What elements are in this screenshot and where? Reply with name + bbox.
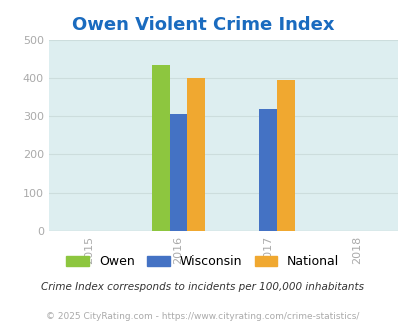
Legend: Owen, Wisconsin, National: Owen, Wisconsin, National	[61, 250, 344, 274]
Bar	[151, 65, 169, 231]
Text: Crime Index corresponds to incidents per 100,000 inhabitants: Crime Index corresponds to incidents per…	[41, 282, 364, 292]
Bar	[169, 114, 187, 231]
Text: Owen Violent Crime Index: Owen Violent Crime Index	[72, 16, 333, 35]
Bar	[276, 80, 294, 231]
Text: © 2025 CityRating.com - https://www.cityrating.com/crime-statistics/: © 2025 CityRating.com - https://www.city…	[46, 312, 359, 321]
Bar	[187, 78, 205, 231]
Bar	[258, 109, 276, 231]
